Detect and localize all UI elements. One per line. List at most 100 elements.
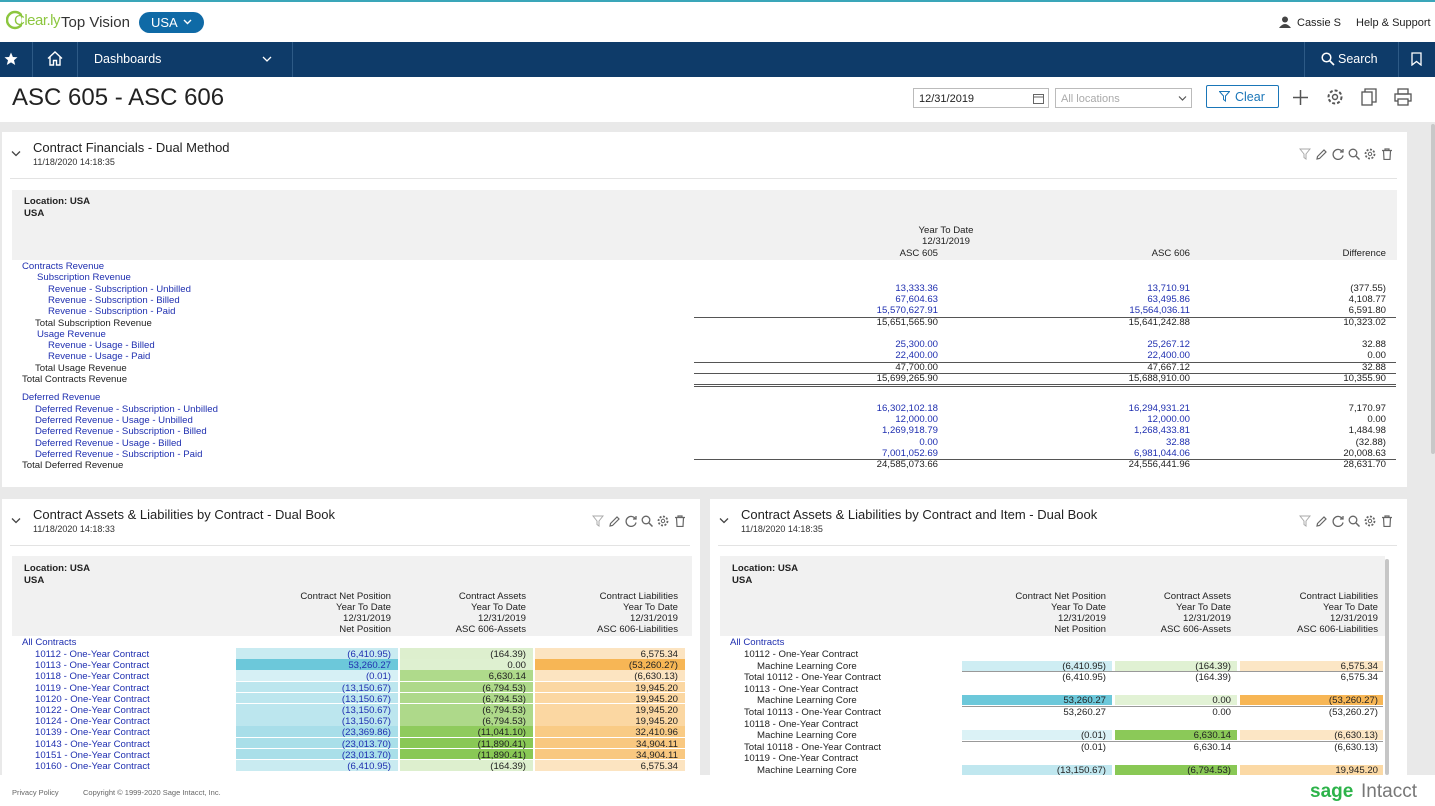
contract-link[interactable]: 10143 - One-Year Contract (35, 738, 150, 750)
edit-icon[interactable] (608, 515, 621, 527)
row-label[interactable]: Revenue - Subscription - Paid (48, 306, 176, 318)
zoom-icon[interactable] (1348, 148, 1360, 160)
contract-link[interactable]: 10112 - One-Year Contract (35, 649, 150, 660)
favorites-icon[interactable] (4, 52, 18, 66)
filter-icon[interactable] (592, 515, 604, 527)
total-value: 15,699,265.90 (876, 373, 938, 384)
row-label[interactable]: Deferred Revenue - Subscription - Unbill… (35, 403, 218, 415)
row-label[interactable]: Deferred Revenue - Subscription - Paid (35, 448, 203, 460)
refresh-icon[interactable] (625, 515, 637, 527)
privacy-link[interactable]: Privacy Policy (12, 788, 59, 797)
delete-icon[interactable] (1381, 148, 1393, 160)
total-value: (53,260.27) (1328, 707, 1378, 718)
bookmark-icon[interactable] (1411, 52, 1422, 66)
heat-cell (400, 659, 533, 670)
contract-link[interactable]: 10151 - One-Year Contract (35, 749, 150, 761)
delete-icon[interactable] (1381, 515, 1393, 527)
column-header: Year To Date (1176, 602, 1231, 613)
refresh-icon[interactable] (1332, 515, 1344, 527)
contract-link[interactable]: 10113 - One-Year Contract (35, 660, 150, 672)
zoom-icon[interactable] (1348, 515, 1360, 527)
cell-value: 53,260.27 (348, 660, 391, 672)
heat-cell (535, 670, 685, 681)
clear-button[interactable]: Clear (1206, 85, 1279, 108)
total-value: 47,667.12 (1147, 361, 1190, 373)
total-value: 47,700.00 (895, 361, 938, 373)
contract-link[interactable]: 10119 - One-Year Contract (35, 682, 150, 694)
zoom-icon[interactable] (641, 515, 653, 527)
row-label[interactable]: Deferred Revenue - Subscription - Billed (35, 426, 207, 438)
section-label[interactable]: Deferred Revenue (22, 392, 101, 404)
column-header: 12/31/2019 (342, 613, 391, 624)
search-link[interactable]: Search (1338, 52, 1378, 66)
top-header: Clear.ly Top Vision USA Cassie S Help & … (0, 0, 1435, 42)
row-label[interactable]: Revenue - Usage - Paid (48, 351, 151, 363)
cell-value: (11,041.10) (477, 727, 526, 739)
settings-icon[interactable] (1326, 88, 1344, 106)
contract-link[interactable]: 10122 - One-Year Contract (35, 705, 150, 716)
total-value: (6,410.95) (1062, 672, 1106, 684)
report-panel: Contract Assets & Liabilities by Contrac… (710, 499, 1407, 775)
help-link[interactable]: Help & Support (1356, 17, 1431, 29)
collapse-toggle[interactable] (11, 517, 21, 525)
all-contracts-label[interactable]: All Contracts (730, 637, 785, 648)
section-label[interactable]: Contracts Revenue (22, 261, 105, 272)
settings-icon[interactable] (1364, 148, 1376, 160)
settings-icon[interactable] (657, 515, 669, 527)
refresh-icon[interactable] (1332, 148, 1344, 160)
date-input[interactable]: 12/31/2019 (913, 88, 1049, 108)
home-icon[interactable] (47, 51, 63, 66)
location-select[interactable]: All locations (1055, 88, 1192, 108)
location-label: Location: USA (732, 563, 799, 574)
cell-value: 6,575.34 (640, 649, 678, 660)
divider (292, 42, 293, 77)
contract-link[interactable]: 10139 - One-Year Contract (35, 727, 150, 739)
cell-value: (6,410.95) (347, 761, 391, 772)
panel-title: Contract Assets & Liabilities by Contrac… (741, 507, 1098, 522)
total-label: Total 10112 - One-Year Contract (744, 672, 882, 684)
column-header: ASC 606-Liabilities (1296, 624, 1378, 635)
row-label[interactable]: Revenue - Subscription - Unbilled (48, 283, 191, 295)
entity-label: USA (24, 208, 45, 219)
heat-cell (400, 737, 533, 749)
column-header: Contract Net Position (300, 591, 391, 602)
delete-icon[interactable] (674, 515, 686, 527)
row-label[interactable]: Revenue - Usage - Billed (48, 340, 155, 352)
location-label: Location: USA (24, 563, 91, 574)
entity-pill[interactable]: USA (139, 12, 204, 33)
filter-icon[interactable] (1299, 148, 1311, 160)
add-icon[interactable] (1292, 89, 1309, 106)
settings-icon[interactable] (1364, 515, 1376, 527)
heat-cell (236, 670, 398, 681)
cell-value: 6,575.34 (640, 761, 678, 772)
row-label[interactable]: Deferred Revenue - Usage - Billed (35, 437, 182, 449)
copy-icon[interactable] (1361, 88, 1377, 106)
group-label[interactable]: Usage Revenue (37, 328, 106, 340)
brand-sage: sage (1310, 781, 1354, 802)
print-icon[interactable] (1394, 88, 1412, 106)
row-label[interactable]: Revenue - Subscription - Billed (48, 294, 180, 306)
panel-title: Contract Assets & Liabilities by Contrac… (33, 507, 336, 522)
contract-link[interactable]: 10124 - One-Year Contract (35, 716, 150, 728)
edit-icon[interactable] (1315, 148, 1328, 160)
cell-value: (6,794.53) (482, 716, 526, 728)
scrollbar (1385, 559, 1389, 775)
all-contracts-label[interactable]: All Contracts (22, 637, 77, 648)
heat-cell (236, 737, 398, 749)
user-name[interactable]: Cassie S (1297, 17, 1342, 29)
panel-divider (10, 178, 1397, 179)
row-label[interactable]: Deferred Revenue - Usage - Unbilled (35, 414, 193, 426)
contract-link[interactable]: 10160 - One-Year Contract (35, 761, 150, 772)
group-label[interactable]: Subscription Revenue (37, 272, 131, 284)
contract-link[interactable]: 10120 - One-Year Contract (35, 693, 150, 705)
cell-value: (6,410.95) (1062, 660, 1106, 672)
collapse-toggle[interactable] (11, 150, 21, 158)
collapse-toggle[interactable] (719, 517, 729, 525)
filter-icon[interactable] (1299, 515, 1311, 527)
total-value: 24,556,441.96 (1128, 459, 1190, 471)
row-value: 25,300.00 (895, 339, 938, 351)
total-label: Total Contracts Revenue (22, 374, 128, 385)
dashboards-menu[interactable]: Dashboards (94, 52, 162, 66)
edit-icon[interactable] (1315, 515, 1328, 527)
contract-link[interactable]: 10118 - One-Year Contract (35, 671, 150, 683)
